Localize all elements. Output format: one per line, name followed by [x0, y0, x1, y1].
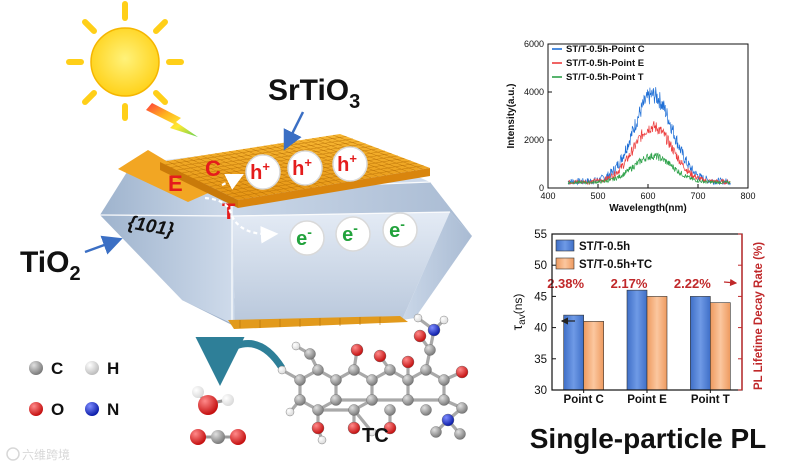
bar-y2-axis-label: PL Lifetime Decay Rate (%): [753, 242, 765, 390]
spectra-x-axis-label: Wavelength(nm): [609, 203, 686, 214]
decay-rate-label: 2.22%: [674, 276, 711, 291]
x-tick-label: 700: [690, 191, 705, 201]
atom-legend-item: O: [29, 400, 64, 419]
svg-text:TiO2: TiO2: [20, 246, 81, 285]
svg-text:H: H: [107, 359, 119, 378]
spectrum-series-2: [567, 121, 731, 186]
atom-legend: C H O N: [29, 359, 119, 419]
svg-text:N: N: [107, 400, 119, 419]
spectrum-series-3: [567, 152, 731, 186]
bar-st-t-tc: [583, 321, 604, 391]
bar-st-t-tc: [710, 302, 731, 391]
electron-group: e-e-e-: [289, 212, 418, 256]
tetracycline-molecule-icon: [277, 313, 469, 445]
y-tick-label: 30: [534, 385, 547, 397]
decay-rate-label: 2.17%: [611, 276, 648, 291]
svg-text:h+: h+: [250, 159, 270, 184]
tio2-label: TiO2: [20, 246, 81, 285]
svg-text:SrTiO3: SrTiO3: [268, 74, 360, 113]
spectra-legend-label: ST/T-0.5h-Point T: [566, 72, 644, 83]
y-tick-label: 45: [534, 291, 547, 303]
svg-text:六维跨境: 六维跨境: [22, 447, 70, 462]
hole-charge: h+: [287, 150, 323, 186]
site-label-t: T: [222, 199, 236, 224]
hole-charge: h+: [245, 154, 281, 190]
spectra-y-axis-label: Intensity(a.u.): [506, 83, 517, 148]
site-label-c: C: [205, 156, 221, 181]
charge-transfer-arrows: [204, 174, 279, 244]
svg-text:C: C: [51, 359, 63, 378]
y-tick-label: 40: [534, 323, 547, 335]
category-label: Point E: [627, 394, 667, 406]
bar-st-t-tc: [646, 296, 668, 391]
svg-text:h+: h+: [292, 155, 312, 180]
bar-legend-swatch: [555, 257, 575, 270]
atom-legend-item: C: [29, 359, 63, 378]
molecule-label: TC: [362, 425, 389, 447]
spectrum-series-1: [567, 87, 731, 186]
pl-spectra-chart: 400 500 600 700 800 0 2000 4000 6000 Wavelength(n…: [506, 39, 756, 214]
light-bolt-icon: [146, 103, 198, 137]
svg-text:e-: e-: [296, 224, 312, 250]
y-tick-label: 0: [539, 183, 544, 193]
decay-rate-label: 2.38%: [547, 276, 584, 291]
degradation-arrow: [195, 336, 285, 386]
bar-y-axis-label: τav(ns): [509, 294, 528, 331]
x-tick-label: 600: [640, 191, 655, 201]
bar-st-t: [563, 314, 584, 391]
atom-legend-item: H: [85, 359, 119, 378]
y-tick-label: 2000: [524, 135, 544, 145]
srtio3-label: SrTiO3: [268, 74, 360, 113]
y-tick-label: 55: [534, 229, 547, 241]
tio2-pointer-arrow: [84, 235, 123, 255]
electron-charge: e-: [382, 212, 418, 248]
x-tick-label: 400: [540, 191, 555, 201]
site-label-e: E: [168, 171, 183, 196]
svg-text:h+: h+: [337, 151, 357, 176]
water-molecule-icon: [192, 386, 234, 415]
sun-icon: [66, 1, 184, 121]
lifetime-bar-chart: Point C 2.38% Point E 2.17% Point T 2.22% 30 35…: [509, 229, 765, 406]
co2-molecule-icon: [190, 429, 246, 445]
bar-legend-label: ST/T-0.5h+TC: [579, 259, 652, 271]
electron-charge: e-: [289, 220, 325, 256]
y-tick-label: 6000: [524, 39, 544, 49]
y-tick-label: 50: [534, 260, 547, 272]
svg-text:e-: e-: [342, 220, 358, 246]
svg-text:O: O: [51, 400, 64, 419]
electron-charge: e-: [335, 216, 371, 252]
y-tick-label: 35: [534, 354, 547, 366]
srtio3-pointer-arrow: [283, 111, 305, 151]
bar-legend-swatch: [555, 239, 575, 252]
category-label: Point T: [691, 394, 730, 406]
watermark: 六维跨境: [6, 447, 70, 462]
bar-legend-label: ST/T-0.5h: [579, 241, 630, 253]
spectra-legend-label: ST/T-0.5h-Point E: [566, 58, 644, 69]
spectra-legend-label: ST/T-0.5h-Point C: [566, 44, 645, 55]
x-tick-label: 800: [740, 191, 755, 201]
footer-title: Single-particle PL: [530, 423, 767, 454]
y-tick-label: 4000: [524, 87, 544, 97]
atom-legend-item: N: [85, 400, 119, 419]
svg-text:e-: e-: [389, 216, 405, 242]
category-label: Point C: [564, 394, 604, 406]
x-tick-label: 500: [590, 191, 605, 201]
hole-charge: h+: [332, 146, 368, 182]
right-axis-indicator-arrow: [723, 278, 738, 287]
bar-st-t: [690, 296, 711, 391]
hole-group: h+ h+ h+: [245, 146, 368, 190]
bar-st-t: [626, 289, 648, 391]
